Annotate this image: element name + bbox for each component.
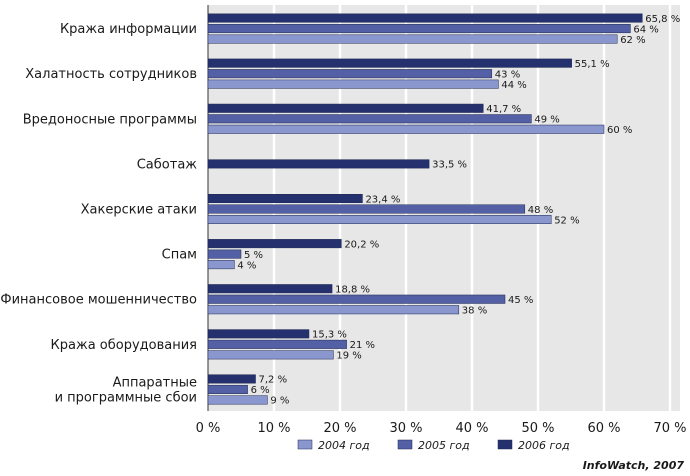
bar-s2004: [207, 79, 499, 89]
bar-s2004: [207, 305, 460, 315]
x-axis-ticks: 0 % 10 % 20 % 30 % 40 % 50 % 60 % 70 %: [196, 421, 687, 436]
bar-s2006: [207, 284, 333, 294]
bar-s2004: [207, 124, 605, 134]
value-label: 49 %: [534, 115, 559, 126]
bar-s2006: [207, 194, 363, 203]
x-tick-label: 60 %: [587, 421, 620, 436]
bar-s2005: [207, 294, 506, 304]
bars: [207, 13, 643, 405]
value-label: 52 %: [554, 215, 579, 226]
bar-s2005: [207, 249, 242, 259]
legend-swatch-s2004: [297, 439, 313, 450]
value-label: 60 %: [607, 125, 632, 136]
value-labels: 65,8 %64 %62 % 55,1 % 43 %44 % 41,7 % 49 % 60…: [237, 14, 680, 407]
bar-s2005: [207, 384, 248, 394]
legend-swatch-s2006: [497, 439, 513, 450]
bar-s2004: [207, 350, 334, 360]
value-label: 23,4 %: [365, 194, 400, 205]
legend: 2004 год 2005 год 2006 год: [297, 439, 570, 452]
legend-swatch-s2005: [397, 439, 413, 450]
bar-s2005: [207, 69, 493, 79]
bar-s2006: [207, 58, 572, 68]
value-label: 48 %: [528, 205, 553, 216]
bar-s2005: [207, 114, 532, 124]
category-labels: Кража информации Халатность сотрудников Вр…: [0, 22, 197, 405]
value-label: 38 %: [462, 305, 487, 316]
value-label: 21 %: [350, 340, 375, 351]
x-tick-label: 50 %: [521, 421, 554, 436]
bar-s2005: [207, 24, 631, 34]
category-label: и программные сбои: [55, 390, 197, 405]
value-label: 19 %: [336, 351, 361, 362]
bar-s2006: [207, 239, 342, 249]
bar-s2004: [207, 215, 552, 224]
bar-s2005: [207, 204, 526, 214]
x-tick-label: 70 %: [653, 421, 686, 436]
x-tick-label: 40 %: [455, 421, 488, 436]
x-tick-label: 0 %: [196, 421, 221, 436]
bar-s2004: [207, 34, 618, 44]
value-label: 15,3 %: [312, 330, 347, 341]
category-label: Аппаратные: [113, 375, 197, 390]
value-label: 20,2 %: [344, 239, 379, 250]
category-label: Кража оборудования: [51, 338, 197, 353]
value-label: 64 %: [633, 24, 658, 35]
value-label: 45 %: [508, 295, 533, 306]
bar-s2006: [207, 374, 256, 384]
category-label: Саботаж: [137, 157, 198, 172]
category-label: Халатность сотрудников: [25, 67, 197, 82]
value-label: 4 %: [237, 260, 256, 271]
value-label: 6 %: [251, 385, 270, 396]
bar-s2004: [207, 395, 268, 405]
value-label: 41,7 %: [486, 104, 521, 115]
x-tick-label: 10 %: [257, 421, 290, 436]
bar-s2004: [207, 260, 235, 270]
category-label: Вредоносные программы: [23, 112, 197, 127]
legend-label: 2005 год: [418, 439, 470, 452]
category-label: Хакерские атаки: [81, 203, 197, 218]
bar-s2006: [207, 329, 310, 339]
category-label: Кража информации: [60, 22, 197, 37]
value-label: 9 %: [270, 396, 289, 407]
category-label: Финансовое мошенничество: [0, 293, 197, 308]
value-label: 33,5 %: [432, 160, 467, 171]
legend-label: 2006 год: [518, 439, 570, 452]
value-label: 7,2 %: [259, 375, 288, 386]
value-label: 44 %: [501, 80, 526, 91]
value-label: 65,8 %: [645, 14, 680, 25]
bar-s2006: [207, 103, 484, 113]
value-label: 55,1 %: [575, 59, 610, 70]
x-tick-label: 20 %: [323, 421, 356, 436]
legend-label: 2004 год: [318, 439, 370, 452]
value-label: 62 %: [620, 35, 645, 46]
value-label: 5 %: [244, 250, 263, 261]
category-label: Спам: [162, 248, 197, 263]
bar-s2006: [207, 159, 430, 169]
bar-s2005: [207, 339, 347, 349]
source-credit: InfoWatch, 2007: [583, 459, 685, 472]
x-tick-label: 30 %: [389, 421, 422, 436]
value-label: 43 %: [495, 69, 520, 80]
value-label: 18,8 %: [335, 284, 370, 295]
bar-s2006: [207, 13, 643, 23]
